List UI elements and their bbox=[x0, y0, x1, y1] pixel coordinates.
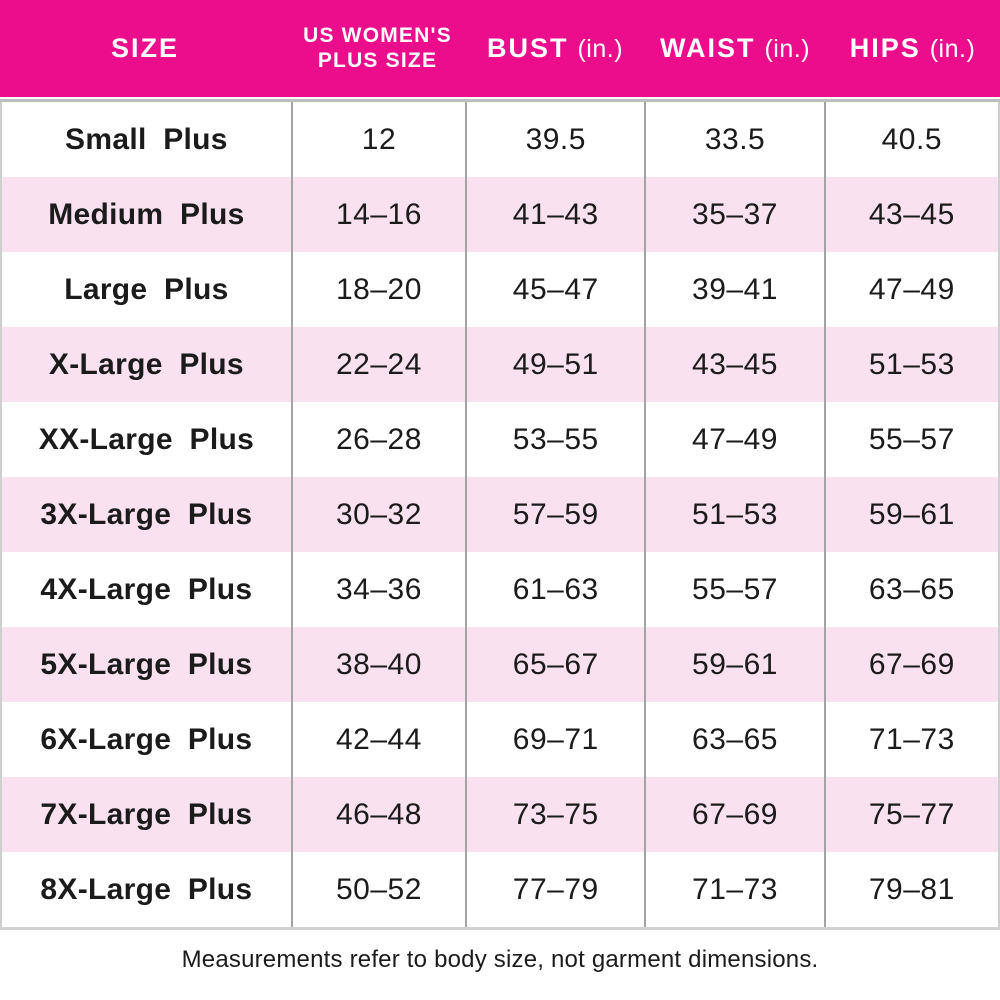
plus-size-cell: 50–52 bbox=[290, 852, 465, 927]
waist-cell: 63–65 bbox=[644, 702, 823, 777]
bust-cell: 57–59 bbox=[465, 477, 644, 552]
plus-size-cell: 26–28 bbox=[290, 402, 465, 477]
column-header-label: BUST bbox=[486, 32, 569, 63]
column-header-unit: (in.) bbox=[764, 34, 811, 63]
plus-size-cell: 38–40 bbox=[290, 627, 465, 702]
bust-cell: 65–67 bbox=[465, 627, 644, 702]
plus-size-cell: 42–44 bbox=[290, 702, 465, 777]
hips-cell: 71–73 bbox=[823, 702, 998, 777]
size-label-cell: 3X-Large Plus bbox=[40, 497, 253, 531]
hips-cell: 67–69 bbox=[823, 627, 998, 702]
waist-cell: 35–37 bbox=[644, 177, 823, 252]
plus-size-cell: 46–48 bbox=[290, 777, 465, 852]
column-header-label: US WOMEN'S bbox=[303, 24, 452, 48]
column-header-label: WAIST bbox=[659, 32, 756, 63]
hips-cell: 59–61 bbox=[823, 477, 998, 552]
waist-cell: 55–57 bbox=[644, 552, 823, 627]
bust-cell: 73–75 bbox=[465, 777, 644, 852]
bust-cell: 39.5 bbox=[465, 102, 644, 177]
column-header-label: SIZE bbox=[110, 32, 179, 63]
plus-size-cell: 14–16 bbox=[290, 177, 465, 252]
table-bottom-line bbox=[0, 927, 1000, 930]
bust-cell: 69–71 bbox=[465, 702, 644, 777]
column-header-unit: (in.) bbox=[577, 34, 624, 63]
hips-cell: 40.5 bbox=[823, 102, 998, 177]
column-header-hips: HIPS (in.) bbox=[825, 0, 1000, 97]
waist-cell: 67–69 bbox=[644, 777, 823, 852]
plus-size-cell: 22–24 bbox=[290, 327, 465, 402]
hips-cell: 63–65 bbox=[823, 552, 998, 627]
plus-size-cell: 18–20 bbox=[290, 252, 465, 327]
plus-size-cell: 34–36 bbox=[290, 552, 465, 627]
table-row: Small Plus 12 39.5 33.5 40.5 bbox=[2, 102, 998, 177]
column-header-label-line2: PLUS SIZE bbox=[317, 48, 438, 72]
size-label-cell: 7X-Large Plus bbox=[40, 797, 253, 831]
size-label-cell: 5X-Large Plus bbox=[40, 647, 253, 681]
table-row: 4X-Large Plus 34–36 61–63 55–57 63–65 bbox=[2, 552, 998, 627]
plus-size-cell: 30–32 bbox=[290, 477, 465, 552]
waist-cell: 47–49 bbox=[644, 402, 823, 477]
plus-size-cell: 12 bbox=[290, 102, 465, 177]
header-gap bbox=[0, 97, 1000, 99]
hips-cell: 79–81 bbox=[823, 852, 998, 927]
waist-cell: 51–53 bbox=[644, 477, 823, 552]
hips-cell: 75–77 bbox=[823, 777, 998, 852]
table-row: 8X-Large Plus 50–52 77–79 71–73 79–81 bbox=[2, 852, 998, 927]
size-label-cell: XX-Large Plus bbox=[38, 422, 255, 456]
size-chart: SIZE US WOMEN'S PLUS SIZE BUST (in.) WAIS… bbox=[0, 0, 1000, 973]
size-label-cell: Large Plus bbox=[64, 272, 229, 306]
size-label-cell: X-Large Plus bbox=[48, 347, 244, 381]
waist-cell: 71–73 bbox=[644, 852, 823, 927]
waist-cell: 33.5 bbox=[644, 102, 823, 177]
measurements-note: Measurements refer to body size, not gar… bbox=[181, 946, 819, 973]
table-body: Small Plus 12 39.5 33.5 40.5 Medium Plus… bbox=[0, 102, 1000, 927]
table-row: 6X-Large Plus 42–44 69–71 63–65 71–73 bbox=[2, 702, 998, 777]
waist-cell: 39–41 bbox=[644, 252, 823, 327]
size-label-cell: 8X-Large Plus bbox=[40, 872, 253, 906]
column-header-bust: BUST (in.) bbox=[465, 0, 645, 97]
table-row: XX-Large Plus 26–28 53–55 47–49 55–57 bbox=[2, 402, 998, 477]
bust-cell: 53–55 bbox=[465, 402, 644, 477]
header-divider-line bbox=[0, 99, 1000, 102]
table-row: 5X-Large Plus 38–40 65–67 59–61 67–69 bbox=[2, 627, 998, 702]
hips-cell: 47–49 bbox=[823, 252, 998, 327]
hips-cell: 43–45 bbox=[823, 177, 998, 252]
table-row: Large Plus 18–20 45–47 39–41 47–49 bbox=[2, 252, 998, 327]
size-label-cell: Small Plus bbox=[65, 122, 228, 156]
column-header-us-womens-plus-size: US WOMEN'S PLUS SIZE bbox=[290, 0, 465, 97]
hips-cell: 55–57 bbox=[823, 402, 998, 477]
hips-cell: 51–53 bbox=[823, 327, 998, 402]
table-header-row: SIZE US WOMEN'S PLUS SIZE BUST (in.) WAIS… bbox=[0, 0, 1000, 97]
size-label-cell: Medium Plus bbox=[48, 197, 245, 231]
column-header-size: SIZE bbox=[0, 0, 290, 97]
column-header-label: HIPS bbox=[849, 32, 921, 63]
column-header-unit: (in.) bbox=[929, 34, 976, 63]
bust-cell: 49–51 bbox=[465, 327, 644, 402]
table-row: 3X-Large Plus 30–32 57–59 51–53 59–61 bbox=[2, 477, 998, 552]
size-label-cell: 4X-Large Plus bbox=[40, 572, 253, 606]
bust-cell: 45–47 bbox=[465, 252, 644, 327]
table-row: Medium Plus 14–16 41–43 35–37 43–45 bbox=[2, 177, 998, 252]
size-label-cell: 6X-Large Plus bbox=[40, 722, 253, 756]
bust-cell: 77–79 bbox=[465, 852, 644, 927]
table-row: 7X-Large Plus 46–48 73–75 67–69 75–77 bbox=[2, 777, 998, 852]
bust-cell: 61–63 bbox=[465, 552, 644, 627]
waist-cell: 59–61 bbox=[644, 627, 823, 702]
column-header-waist: WAIST (in.) bbox=[645, 0, 825, 97]
waist-cell: 43–45 bbox=[644, 327, 823, 402]
table-row: X-Large Plus 22–24 49–51 43–45 51–53 bbox=[2, 327, 998, 402]
bust-cell: 41–43 bbox=[465, 177, 644, 252]
